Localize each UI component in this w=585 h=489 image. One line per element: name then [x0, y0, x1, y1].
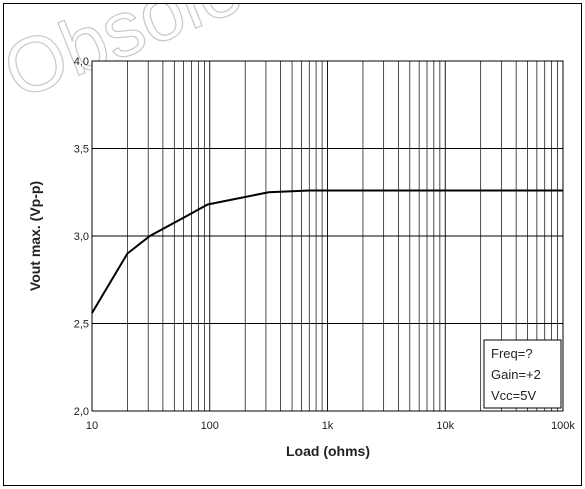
- x-tick-label: 1k: [322, 420, 334, 432]
- annotation-box: [483, 339, 562, 409]
- y-axis-label: Vout max. (Vp-p): [27, 181, 43, 291]
- data-line: [91, 189, 563, 314]
- y-tick-label: 4,0: [74, 56, 89, 68]
- y-tick-label: 3,0: [74, 231, 89, 243]
- y-tick-label: 2,5: [74, 319, 89, 331]
- annotation: Freq=?: [491, 346, 533, 361]
- x-tick-label: 100k: [551, 420, 575, 432]
- annotation: Vcc=5V: [491, 388, 536, 403]
- y-tick-label: 3,5: [74, 144, 89, 156]
- plot-border: [91, 60, 564, 412]
- annotation: Gain=+2: [491, 367, 541, 382]
- x-axis-label: Load (ohms): [286, 443, 370, 459]
- x-tick-label: 10k: [436, 420, 454, 432]
- y-tick-label: 2,0: [74, 406, 89, 418]
- x-tick-label: 10: [86, 420, 98, 432]
- x-tick-label: 100: [201, 420, 219, 432]
